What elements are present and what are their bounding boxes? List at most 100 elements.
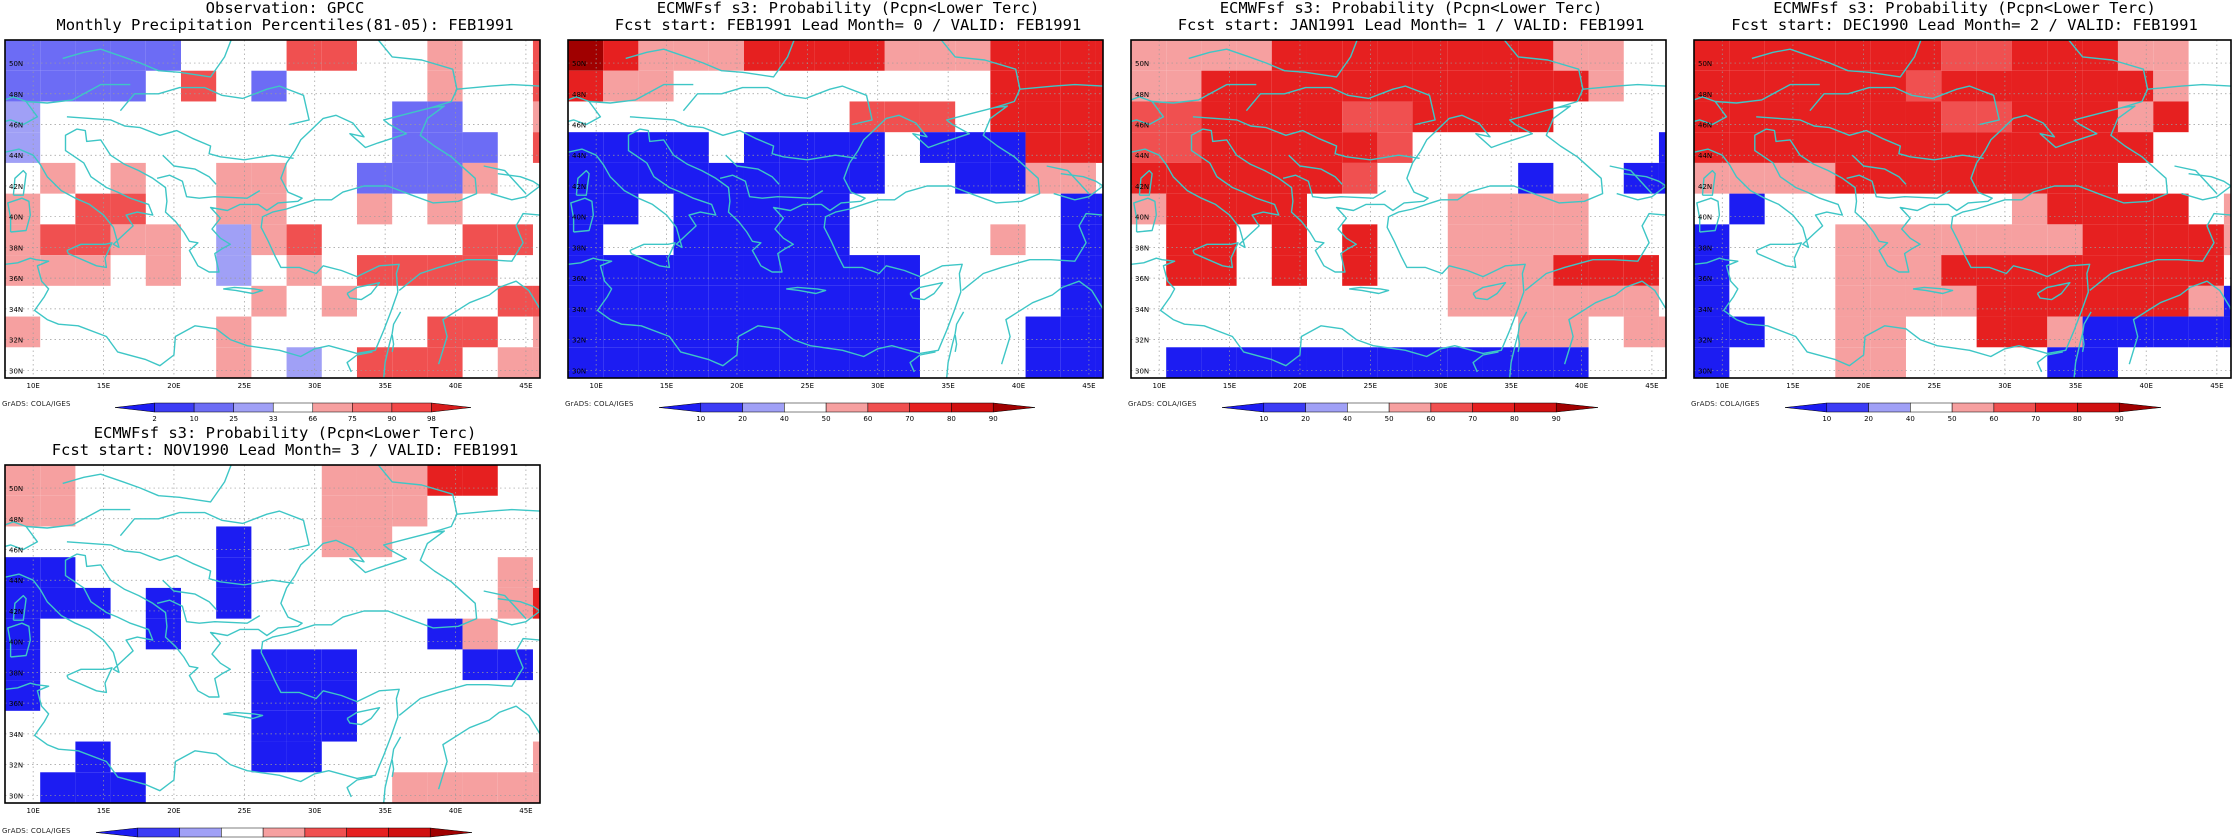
lon-tick-label: 25E xyxy=(1364,382,1377,390)
grid-cell xyxy=(1236,40,1272,71)
grid-cell xyxy=(462,772,498,803)
grid-cell xyxy=(1658,132,1666,163)
grid-cell xyxy=(2082,162,2118,194)
colorbar-end-arrow xyxy=(992,402,1036,413)
grid-cell xyxy=(1976,224,2012,256)
grid-cell xyxy=(1095,285,1103,317)
coastline xyxy=(1138,169,1153,196)
coastline xyxy=(12,169,27,196)
lat-tick-label: 50N xyxy=(9,485,23,493)
panel-lead1: ECMWFsf s3: Probability (Pcpn<Lower Terc… xyxy=(1126,0,1696,423)
lat-labels: 30N 32N 34N 36N 38N 40N 42N 44N 46N 48N 50N xyxy=(9,60,23,375)
lat-tick-label: 38N xyxy=(9,244,23,252)
coastline xyxy=(1188,40,1358,78)
coastline xyxy=(1447,40,1584,109)
grid-cell xyxy=(743,255,780,286)
grid-cell xyxy=(2153,224,2189,256)
coastline xyxy=(1509,311,1528,378)
grid-cell xyxy=(1941,224,1977,256)
grid-cell xyxy=(1694,40,1730,71)
map-figure: 30N 32N 34N 36N 38N 40N 42N 44N 46N 48N 50N 10E 15E 2… xyxy=(1693,39,2232,423)
colorbar-tick-label: 90 xyxy=(2115,415,2124,423)
grid-cell xyxy=(955,40,991,71)
grid-cell xyxy=(638,132,674,163)
lat-tick-label: 44N xyxy=(9,152,23,160)
grid-cell xyxy=(216,162,252,194)
grid-cell xyxy=(216,255,252,286)
lat-tick-label: 46N xyxy=(1135,122,1149,130)
coastline xyxy=(629,242,676,269)
grid-cell xyxy=(1342,224,1378,256)
lon-tick-label: 10E xyxy=(26,807,39,815)
grid-cell xyxy=(708,285,744,317)
grid-cell xyxy=(849,40,885,71)
grid-cell xyxy=(2047,40,2083,71)
coastlines xyxy=(5,465,540,803)
coastline xyxy=(383,736,402,803)
grid-cell xyxy=(145,255,181,286)
grid-cell xyxy=(1271,101,1307,133)
grid-cell xyxy=(2117,193,2154,225)
grid-cell xyxy=(1976,285,2012,317)
grid-cell xyxy=(251,224,287,256)
colorbar-segment xyxy=(352,402,393,413)
grid-cell xyxy=(2047,101,2083,133)
colorbar-segment xyxy=(1514,402,1557,413)
grid-cell xyxy=(779,224,815,256)
grid-cell xyxy=(1905,70,1942,102)
grid-cell xyxy=(251,680,287,711)
grid-cell xyxy=(603,162,639,194)
grid-cell xyxy=(356,465,393,496)
lat-tick-label: 50N xyxy=(572,60,586,68)
grid-cell xyxy=(497,347,533,378)
grid-cell xyxy=(1623,162,1659,194)
colorbar-segment xyxy=(742,402,785,413)
grid-cell xyxy=(708,224,744,256)
grid-cell xyxy=(5,101,41,133)
lat-tick-label: 30N xyxy=(572,367,586,375)
lon-tick-label: 20E xyxy=(167,382,180,390)
lon-tick-label: 35E xyxy=(1504,382,1517,390)
colorbar-tick-label: 80 xyxy=(947,415,956,423)
colorbar-end-arrow xyxy=(431,402,472,413)
grid-cell xyxy=(1342,347,1378,378)
grid-cell xyxy=(1870,224,1906,256)
lon-tick-label: 40E xyxy=(2140,382,2153,390)
grid-cell xyxy=(1412,40,1448,71)
colorbar-end-arrow xyxy=(1221,402,1265,413)
coastline xyxy=(1053,173,1103,201)
grid-cell xyxy=(1482,193,1519,225)
grid-cell xyxy=(1166,70,1202,102)
grid-cell xyxy=(75,772,111,803)
grid-cell xyxy=(286,255,322,286)
lat-tick-label: 32N xyxy=(9,762,23,770)
grid-cell xyxy=(1306,101,1343,133)
grid-cell xyxy=(603,70,639,102)
colorbar-tick-label: 70 xyxy=(1468,415,1477,423)
lat-tick-label: 32N xyxy=(1135,337,1149,345)
lat-tick-label: 44N xyxy=(572,152,586,160)
colorbar-segment xyxy=(388,827,431,838)
lon-tick-label: 35E xyxy=(941,382,954,390)
grid-cell xyxy=(2188,316,2224,348)
grid-cell xyxy=(1658,316,1666,348)
map-area xyxy=(1693,39,2232,379)
grid-cell xyxy=(462,649,498,681)
colorbar-end-arrow xyxy=(1784,402,1828,413)
grid-cell xyxy=(779,347,815,378)
grid-cell xyxy=(1166,132,1202,163)
grid-cell xyxy=(2082,132,2118,163)
grid-cell xyxy=(2082,40,2118,71)
grid-cell xyxy=(1482,40,1519,71)
grid-cell xyxy=(286,680,322,711)
panel-lead3: ECMWFsf s3: Probability (Pcpn<Lower Terc… xyxy=(0,425,570,840)
grid-cell xyxy=(216,587,252,619)
map-frame xyxy=(4,464,541,804)
colorbar-tick-label: 70 xyxy=(905,415,914,423)
coastline xyxy=(456,508,540,515)
lat-labels: 30N 32N 34N 36N 38N 40N 42N 44N 46N 48N 50N xyxy=(9,485,23,800)
lat-tick-label: 44N xyxy=(1135,152,1149,160)
lon-labels: 10E 15E 20E 25E 30E 35E 40E 45E xyxy=(589,382,1095,390)
grid-cell xyxy=(321,495,357,527)
grid-cell xyxy=(1271,224,1307,256)
